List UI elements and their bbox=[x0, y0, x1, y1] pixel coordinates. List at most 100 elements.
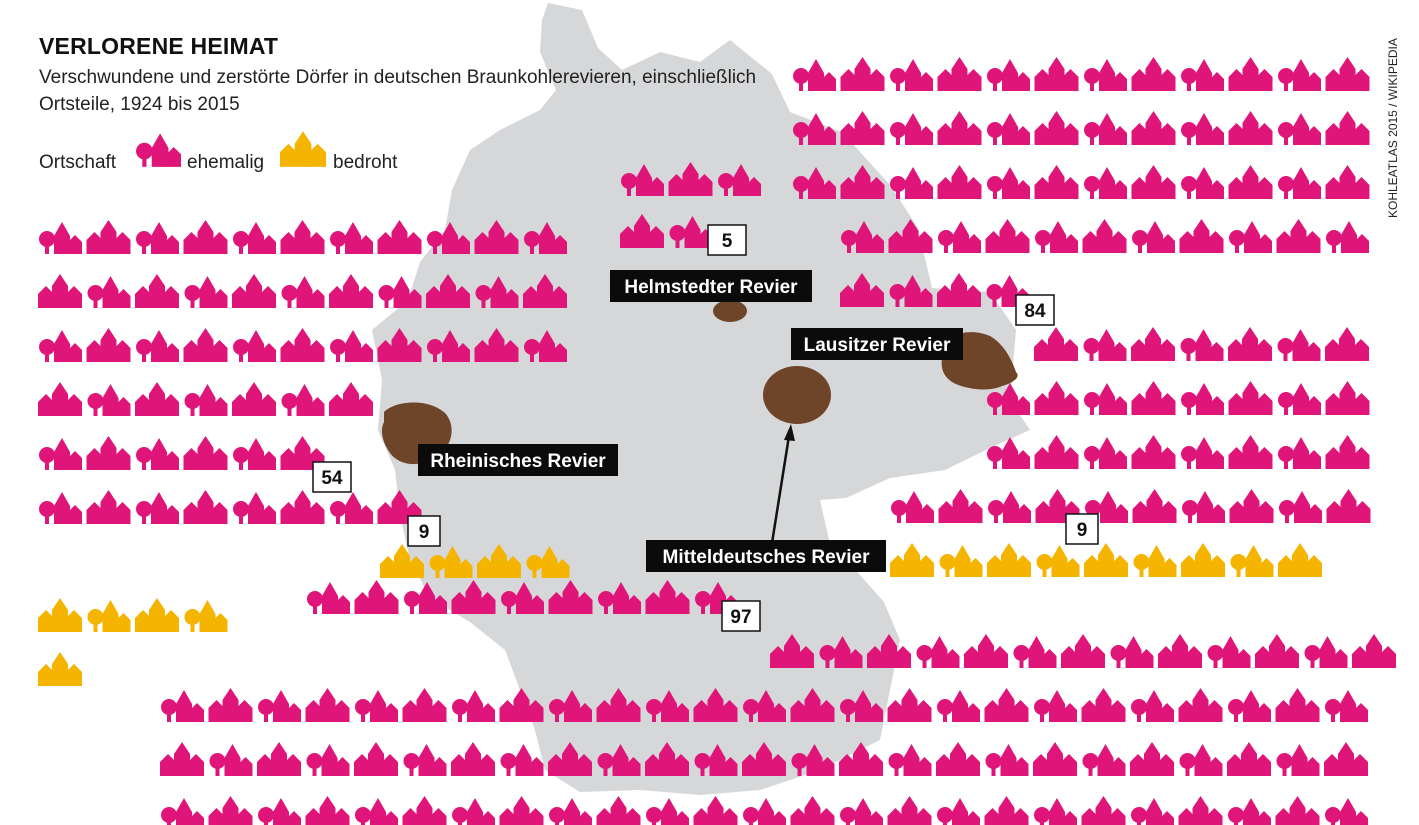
lausitz-threatened-icon bbox=[1084, 543, 1128, 577]
lausitz-former-icon bbox=[1034, 327, 1078, 361]
lausitz-former-icon bbox=[1131, 165, 1176, 199]
rheinland-former-icon bbox=[329, 274, 373, 308]
mitteldeutschland-former-icon bbox=[646, 798, 689, 825]
lausitz-former-icon bbox=[988, 491, 1031, 523]
lausitz-former-icon bbox=[1181, 113, 1224, 145]
rheinland-threatened-icon bbox=[87, 600, 131, 632]
lausitz-threatened-icon bbox=[890, 543, 934, 577]
legend-threatened-label: bedroht bbox=[333, 152, 398, 173]
mitteldeutschland-former-icon bbox=[888, 744, 932, 776]
lausitz-former-icon bbox=[1180, 329, 1224, 361]
region-label-box bbox=[646, 540, 886, 572]
lausitz-former-icon bbox=[937, 57, 982, 91]
lausitz-former-icon bbox=[1131, 327, 1175, 361]
lausitz-former-icon bbox=[1277, 329, 1321, 361]
rheinland-former-icon bbox=[232, 274, 276, 308]
lausitz-former-icon bbox=[938, 221, 981, 253]
lausitz-former-icon bbox=[890, 113, 933, 145]
count-label-mitteldeutschland-former: 97 bbox=[721, 600, 761, 632]
rheinland-former-icon bbox=[136, 330, 179, 362]
mitteldeutschland-former-icon bbox=[937, 798, 980, 825]
rheinland-former-icon bbox=[87, 384, 131, 416]
region-label-text: Lausitzer Revier bbox=[804, 335, 951, 356]
rheinland-former-icon bbox=[183, 436, 228, 470]
rheinland-former-icon bbox=[233, 330, 276, 362]
mitteldeutschland-former-icon bbox=[1227, 742, 1271, 776]
count-label-helmstedt-former: 5 bbox=[707, 224, 747, 256]
mitteldeutschland-former-icon bbox=[916, 636, 960, 668]
mining-area-helmstedt bbox=[713, 300, 747, 322]
count-label-text: 9 bbox=[1077, 520, 1088, 541]
rheinland-former-icon bbox=[233, 438, 276, 470]
mitteldeutschland-former-icon bbox=[1131, 690, 1174, 722]
mitteldeutschland-former-icon bbox=[790, 796, 835, 825]
region-label-rheinland: Rheinisches Revier bbox=[418, 444, 618, 476]
mitteldeutschland-former-icon bbox=[354, 742, 398, 776]
lausitz-former-icon bbox=[1325, 57, 1370, 91]
rheinland-former-icon bbox=[233, 222, 276, 254]
rheinland-former-icon bbox=[232, 382, 276, 416]
mitteldeutschland-former-icon bbox=[258, 798, 301, 825]
count-label-lausitz-threatened: 9 bbox=[1065, 513, 1099, 545]
count-label-box bbox=[721, 600, 761, 632]
region-label-text: Rheinisches Revier bbox=[430, 451, 606, 472]
region-label-box bbox=[791, 328, 963, 360]
rheinland-former-icon bbox=[184, 384, 228, 416]
legend-threatened-icon bbox=[280, 131, 326, 167]
lausitz-former-icon bbox=[1228, 111, 1273, 145]
lausitz-former-icon bbox=[793, 59, 836, 91]
count-label-text: 84 bbox=[1024, 301, 1046, 322]
lausitz-former-icon bbox=[1276, 219, 1321, 253]
mitteldeutschland-former-icon bbox=[936, 742, 980, 776]
mitteldeutschland-former-icon bbox=[1325, 690, 1368, 722]
count-label-rheinland-threatened: 9 bbox=[407, 515, 441, 547]
lausitz-former-icon bbox=[1325, 327, 1369, 361]
lausitz-former-icon bbox=[1131, 111, 1176, 145]
mitteldeutschland-former-icon bbox=[1082, 744, 1126, 776]
lausitz-former-icon bbox=[1084, 59, 1127, 91]
mitteldeutschland-former-icon bbox=[1325, 798, 1368, 825]
mitteldeutschland-former-icon bbox=[840, 798, 883, 825]
lausitz-former-icon bbox=[840, 111, 885, 145]
mitteldeutschland-former-icon bbox=[209, 744, 253, 776]
mitteldeutschland-former-icon bbox=[307, 582, 350, 614]
lausitz-former-icon bbox=[1278, 113, 1321, 145]
mitteldeutschland-former-icon bbox=[1061, 634, 1105, 668]
lausitz-former-icon bbox=[987, 113, 1030, 145]
rheinland-former-icon bbox=[329, 382, 373, 416]
mitteldeutschland-former-icon bbox=[258, 690, 301, 722]
mitteldeutschland-former-icon bbox=[984, 688, 1029, 722]
lausitz-former-icon bbox=[1325, 165, 1370, 199]
mitteldeutschland-former-icon bbox=[451, 742, 495, 776]
rheinland-former-icon bbox=[281, 384, 325, 416]
lausitz-threatened-icon bbox=[939, 545, 983, 577]
lausitz-former-icon bbox=[937, 273, 981, 307]
legend-former-label: ehemalig bbox=[187, 152, 265, 173]
lausitz-former-icon bbox=[891, 491, 934, 523]
lausitz-former-icon bbox=[1131, 435, 1176, 469]
mitteldeutschland-former-icon bbox=[305, 688, 350, 722]
rheinland-former-icon bbox=[39, 492, 82, 524]
count-label-box bbox=[1015, 294, 1055, 326]
mitteldeutschland-former-icon bbox=[257, 742, 301, 776]
rheinland-former-icon bbox=[39, 438, 82, 470]
pointer-arrowhead bbox=[784, 424, 795, 441]
mitteldeutschland-former-icon bbox=[1081, 688, 1126, 722]
mitteldeutschland-former-icon bbox=[596, 796, 641, 825]
rheinland-former-icon bbox=[330, 222, 373, 254]
mitteldeutschland-former-icon bbox=[1033, 742, 1077, 776]
lausitz-former-icon bbox=[1034, 165, 1079, 199]
rheinland-former-icon bbox=[86, 490, 131, 524]
lausitz-former-icon bbox=[1228, 435, 1273, 469]
lausitz-threatened-icon bbox=[1133, 545, 1177, 577]
region-label-text: Mitteldeutsches Revier bbox=[663, 547, 871, 568]
mitteldeutschland-former-icon bbox=[1324, 742, 1368, 776]
mitteldeutschland-former-icon bbox=[1255, 634, 1299, 668]
germany-map bbox=[372, 3, 1030, 795]
mitteldeutschland-former-icon bbox=[1228, 798, 1271, 825]
mitteldeutschland-former-icon bbox=[306, 744, 350, 776]
lausitz-former-icon bbox=[938, 489, 983, 523]
rheinland-former-icon bbox=[86, 328, 131, 362]
lausitz-former-icon bbox=[937, 111, 982, 145]
mitteldeutschland-former-icon bbox=[161, 798, 204, 825]
